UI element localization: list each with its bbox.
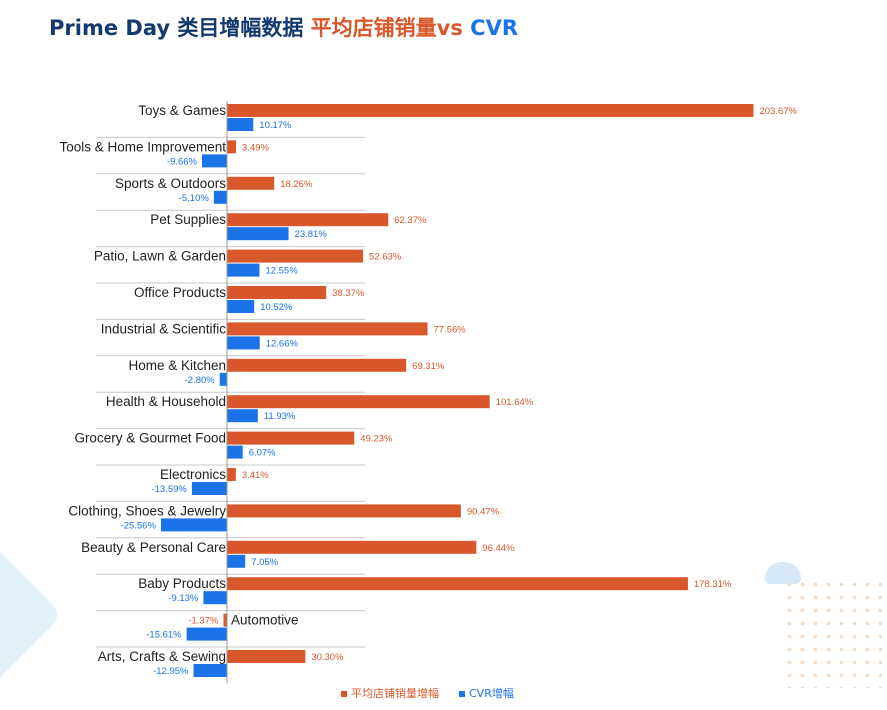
legend-swatch-cvr [459, 691, 465, 697]
category-label: Tools & Home Improvement [59, 139, 226, 154]
bar-sales [227, 249, 364, 263]
category-label: Toys & Games [138, 103, 226, 118]
category-label: Arts, Crafts & Sewing [98, 649, 226, 664]
data-label-sales: 62.37% [394, 215, 427, 226]
bar-cvr [227, 554, 246, 568]
category-label: Grocery & Gourmet Food [74, 431, 226, 446]
bar-cvr [203, 591, 227, 605]
category-label: Industrial & Scientific [101, 321, 227, 336]
bar-cvr [227, 263, 260, 277]
decor-dot-grid [783, 578, 887, 688]
page-title: Prime Day 类目增幅数据 平均店铺销量vs CVR [49, 12, 518, 42]
legend-label-sales: 平均店铺销量增幅 [351, 686, 439, 700]
data-label-cvr: -5.10% [179, 193, 210, 204]
data-label-sales: 77.56% [433, 324, 466, 335]
bar-sales [227, 395, 490, 409]
data-label-sales: 3.41% [242, 470, 269, 481]
bar-cvr [160, 518, 227, 532]
data-label-cvr: 23.81% [295, 229, 328, 240]
title-part-3: vs [436, 16, 471, 40]
data-label-sales: 3.49% [242, 142, 269, 153]
data-label-cvr: 12.55% [265, 266, 298, 277]
data-label-cvr: 10.17% [259, 120, 292, 131]
bar-sales [227, 140, 237, 154]
bar-cvr [227, 336, 260, 350]
bar-cvr [227, 300, 255, 313]
data-label-sales: 178.31% [694, 579, 732, 590]
bar-sales [227, 468, 236, 481]
bar-sales [223, 613, 227, 627]
title-part-1: Prime Day 类目增幅数据 [49, 16, 311, 40]
data-label-cvr: -12.95% [153, 666, 189, 677]
bar-cvr [213, 190, 227, 204]
data-label-sales: 203.67% [759, 106, 797, 117]
data-label-cvr: 10.52% [260, 302, 293, 313]
data-label-sales: 96.44% [482, 543, 515, 554]
data-label-cvr: -2.80% [185, 375, 216, 386]
bar-sales [227, 104, 754, 117]
bar-sales [227, 540, 477, 554]
bar-cvr [186, 627, 227, 641]
category-label: Electronics [160, 467, 226, 482]
category-label: Sports & Outdoors [115, 176, 226, 191]
category-label: Pet Supplies [150, 212, 226, 227]
category-label: Beauty & Personal Care [81, 540, 226, 555]
category-label: Health & Household [106, 394, 226, 409]
data-label-cvr: -15.61% [146, 630, 182, 641]
bar-cvr [227, 445, 243, 459]
data-label-cvr: -9.13% [168, 593, 199, 604]
data-label-cvr: 12.66% [266, 338, 299, 349]
bar-sales [227, 213, 389, 227]
bar-cvr [219, 372, 227, 386]
bar-sales [227, 358, 407, 372]
title-part-2: 平均店铺销量 [310, 16, 437, 40]
title-part-4: CVR [470, 16, 518, 40]
data-label-sales: 69.31% [412, 361, 445, 372]
category-label: Patio, Lawn & Garden [94, 249, 226, 264]
category-label: Home & Kitchen [128, 358, 226, 373]
bar-sales [227, 650, 306, 663]
bar-cvr [227, 409, 258, 423]
bar-sales [227, 504, 461, 518]
bar-sales [227, 431, 355, 445]
data-label-sales: 49.23% [360, 434, 393, 445]
data-label-sales: 18.26% [280, 179, 313, 190]
bar-sales [227, 577, 688, 591]
data-label-cvr: -9.66% [167, 156, 198, 167]
legend-label-cvr: CVR增幅 [469, 686, 514, 700]
data-label-sales: 90.47% [467, 506, 500, 517]
bar-cvr [202, 154, 227, 168]
bar-sales [227, 176, 275, 190]
bar-cvr [227, 227, 289, 241]
bar-cvr [227, 118, 254, 131]
bar-cvr [191, 482, 227, 495]
data-label-sales: 52.63% [369, 252, 402, 263]
category-label: Clothing, Shoes & Jewelry [68, 503, 226, 518]
legend-swatch-sales [341, 691, 347, 697]
data-label-cvr: 7.05% [251, 557, 278, 568]
bar-sales [227, 322, 428, 336]
category-label: Office Products [134, 285, 226, 300]
bar-cvr [193, 664, 227, 677]
data-label-cvr: 11.93% [264, 411, 296, 422]
data-label-sales: -1.37% [188, 616, 219, 627]
data-label-sales: 38.37% [332, 288, 365, 299]
data-label-sales: 101.64% [496, 397, 534, 408]
bar-sales [227, 286, 327, 299]
data-label-cvr: 6.07% [249, 448, 276, 459]
data-label-sales: 30.30% [311, 652, 344, 663]
data-label-cvr: -13.59% [151, 484, 187, 495]
category-label: Automotive [231, 613, 299, 628]
category-label: Baby Products [138, 576, 226, 591]
data-label-cvr: -25.56% [121, 520, 157, 531]
